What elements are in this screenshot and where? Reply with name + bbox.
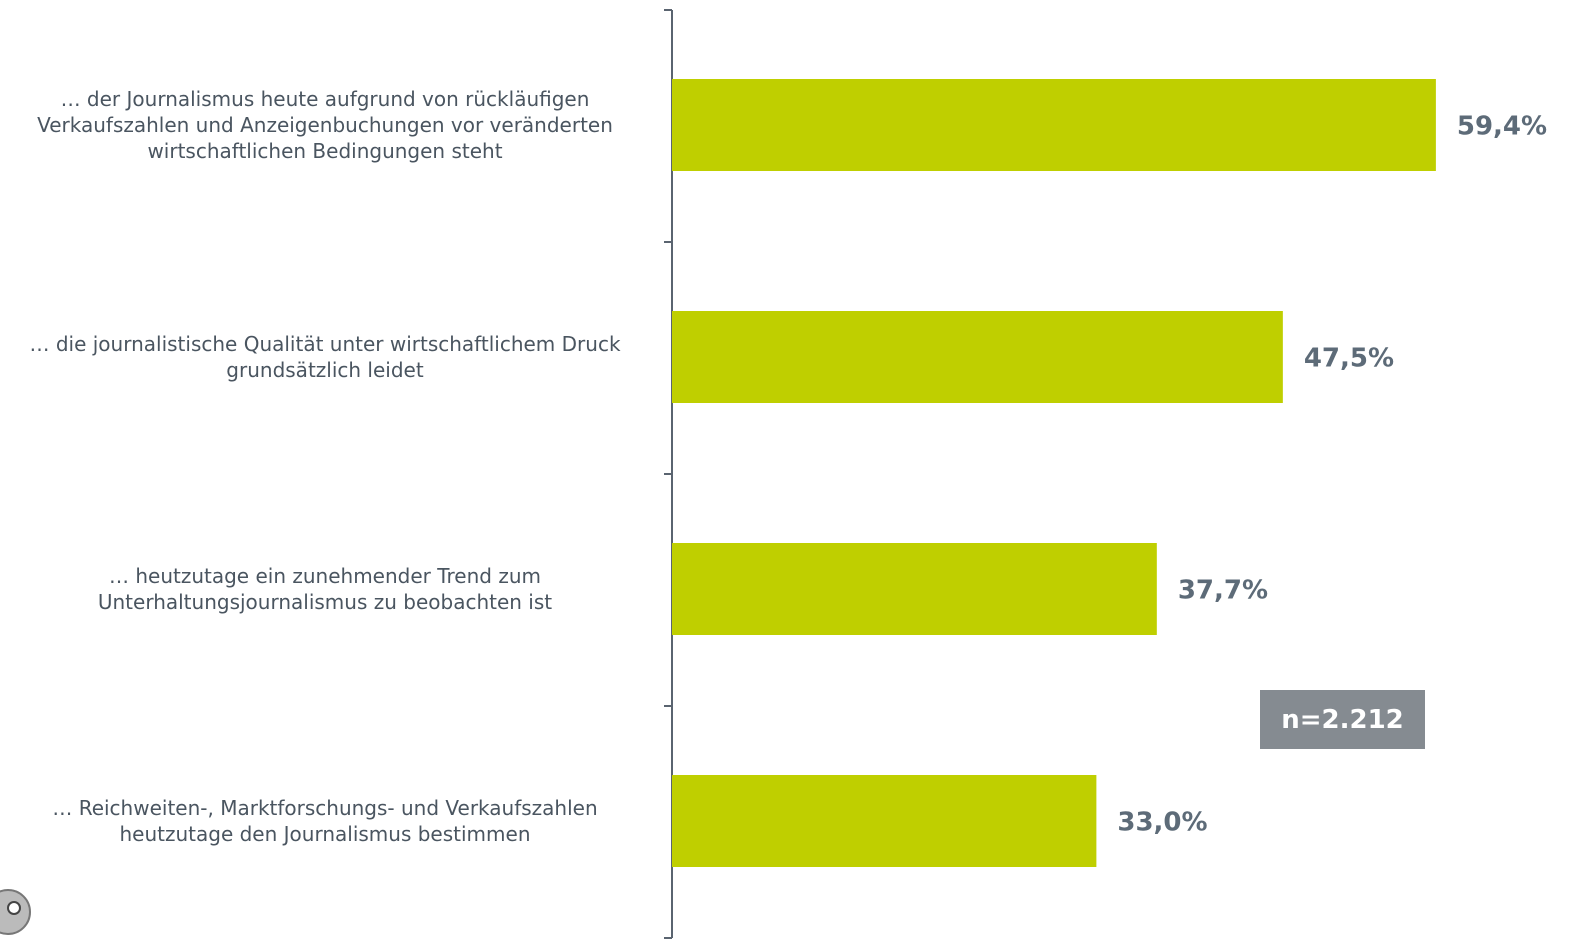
value-label: 37,7% [1178, 576, 1268, 606]
value-label: 47,5% [1304, 344, 1394, 374]
bar [672, 543, 1157, 635]
bar [672, 311, 1283, 403]
category-label: … Reichweiten-, Marktforschungs- und Ver… [52, 796, 598, 846]
bar [672, 79, 1436, 171]
logo [0, 889, 31, 935]
sample-size-note: n=2.212 [1260, 690, 1425, 749]
category-label: … heutzutage ein zunehmender Trend zum U… [97, 564, 553, 614]
bar [672, 775, 1097, 867]
category-label: … die journalistische Qualität unter wir… [29, 332, 621, 382]
value-label: 33,0% [1117, 808, 1207, 838]
value-label: 59,4% [1457, 112, 1547, 142]
category-label: … der Journalismus heute aufgrund von rü… [37, 87, 613, 163]
